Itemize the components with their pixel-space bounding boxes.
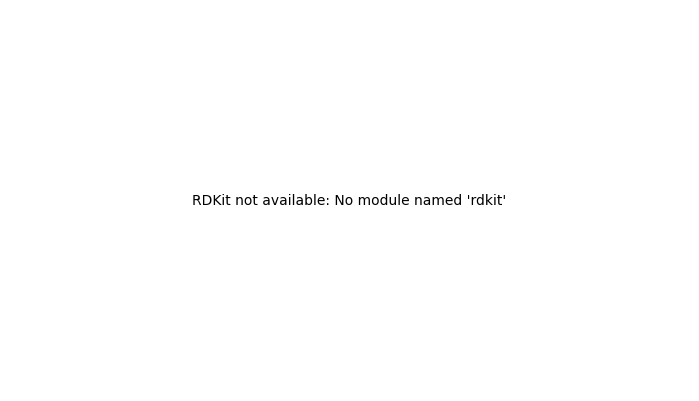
Text: RDKit not available: No module named 'rdkit': RDKit not available: No module named 'rd…: [192, 194, 507, 207]
